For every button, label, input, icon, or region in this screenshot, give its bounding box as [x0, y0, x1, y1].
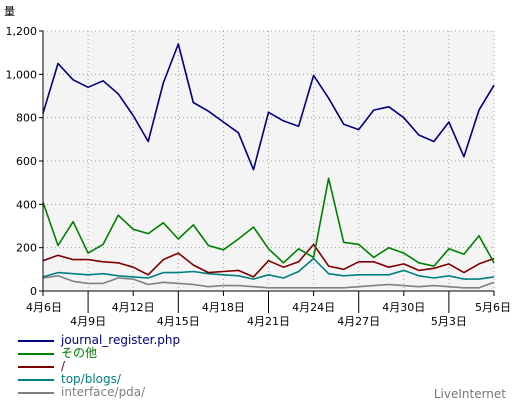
x-tick-label: 4月21日 [247, 315, 290, 328]
legend-item: / [18, 360, 180, 373]
legend-swatch [18, 352, 54, 355]
legend-label: top/blogs/ [61, 372, 121, 386]
series-line [42, 274, 495, 289]
y-tick-label: 400 [16, 198, 37, 211]
series-line [42, 257, 495, 280]
series-line [42, 243, 495, 278]
legend: journal_register.php その他 / top/blogs/interf… [18, 334, 180, 399]
x-tick-label: 4月15日 [157, 315, 200, 328]
legend-swatch [18, 365, 54, 368]
x-tick-label: 4月12日 [112, 301, 155, 314]
y-ticks: 0 200 400 600 800 1,000 1,200 [6, 25, 43, 298]
x-tick-label: 4月24日 [292, 301, 335, 314]
x-tick-label: 4月30日 [382, 301, 425, 314]
x-tick-label: 5月3日 [431, 315, 467, 328]
y-tick-label: 1,200 [6, 25, 38, 38]
legend-item: interface/pda/ [18, 386, 180, 399]
brand-label: LiveInternet [433, 387, 506, 401]
series-group [42, 43, 495, 289]
x-tick-label: 4月9日 [70, 315, 106, 328]
x-tick-label: 4月18日 [202, 301, 245, 314]
y-tick-label: 600 [16, 155, 37, 168]
legend-label: その他 [61, 346, 98, 360]
legend-item: journal_register.php [18, 334, 180, 347]
legend-item: その他 [18, 347, 180, 360]
x-tick-label: 5月6日 [475, 301, 511, 314]
y-axis-label: 量 [4, 5, 15, 18]
y-tick-label: 800 [16, 112, 37, 125]
legend-label: interface/pda/ [61, 385, 146, 399]
legend-swatch [18, 339, 54, 342]
legend-swatch [18, 391, 54, 394]
legend-label: / [61, 359, 66, 373]
legend-swatch [18, 378, 54, 381]
legend-label: journal_register.php [61, 333, 181, 347]
y-tick-label: 1,000 [6, 68, 38, 81]
series-line [42, 43, 495, 171]
y-tick-label: 200 [16, 242, 37, 255]
x-tick-label: 4月6日 [26, 301, 62, 314]
x-ticks: 4月6日 4月12日 4月18日 4月24日 4月30日 5月6日 4月9日 4月15日 4月2… [26, 291, 511, 328]
legend-item: top/blogs/ [18, 373, 180, 386]
series-line [42, 177, 495, 267]
y-tick-label: 0 [30, 285, 37, 298]
x-tick-label: 4月27日 [337, 315, 380, 328]
